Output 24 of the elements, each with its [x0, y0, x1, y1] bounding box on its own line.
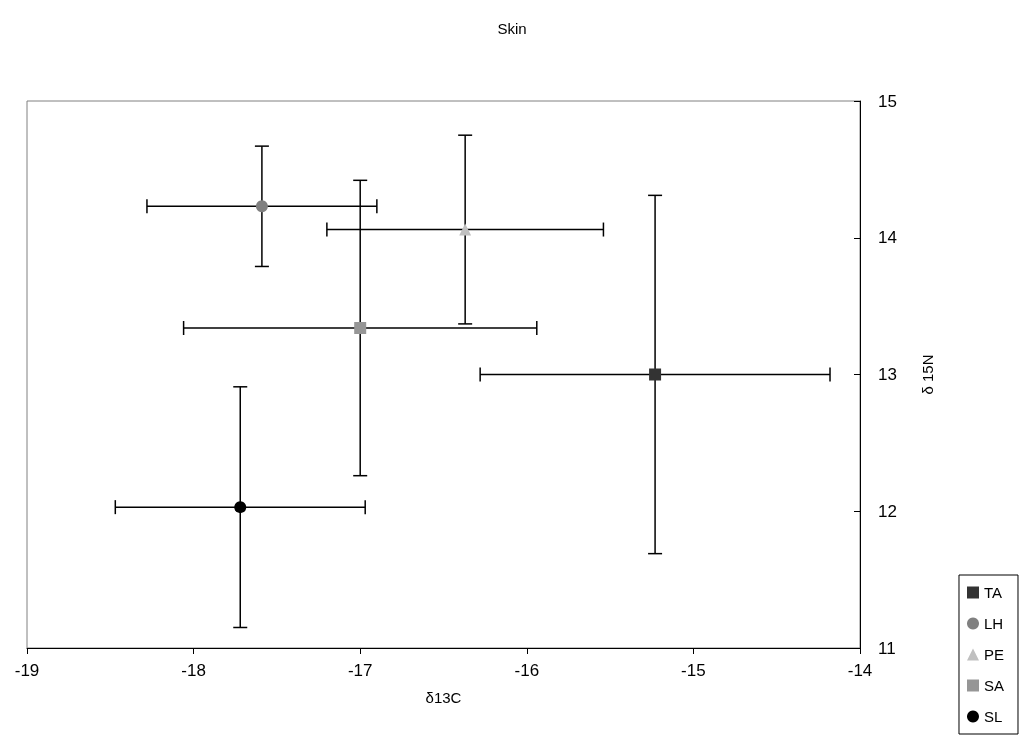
y-tick-label: 14: [878, 228, 897, 248]
point: [354, 322, 367, 335]
legend-label: SL: [983, 708, 1003, 725]
chart-title: Skin: [497, 20, 527, 37]
point: [459, 223, 472, 236]
legend-label: SA: [983, 677, 1005, 694]
x-tick-label: -15: [681, 661, 706, 680]
y-tick-label: 13: [878, 365, 897, 384]
legend-label: TA: [983, 584, 1003, 601]
x-tick-label: -18: [181, 661, 206, 680]
point: [649, 368, 662, 381]
x-axis-title: δ13C: [425, 689, 462, 706]
y-tick-label: 12: [878, 501, 897, 521]
y-axis-title: δ 15N: [919, 354, 936, 395]
legend-label: PE: [983, 646, 1005, 663]
legend-label: LH: [983, 615, 1004, 632]
x-tick-label: -19: [14, 661, 40, 680]
y-tick-label: 11: [878, 638, 896, 658]
x-tick-label: -17: [347, 661, 373, 680]
x-tick-label: -14: [847, 661, 873, 680]
y-tick-label: 15: [878, 91, 897, 111]
x-tick-label: -16: [514, 661, 540, 680]
point: [255, 200, 268, 213]
point: [234, 501, 247, 514]
